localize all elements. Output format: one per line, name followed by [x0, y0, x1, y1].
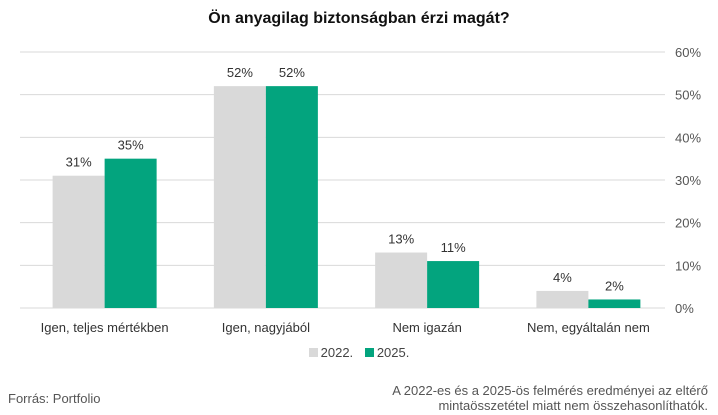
bar-2025-2 — [427, 261, 480, 308]
bar-2025-3 — [588, 299, 641, 308]
bar-2022-0 — [52, 175, 105, 308]
legend-item-2025: 2025. — [364, 345, 410, 360]
data-label: 11% — [441, 240, 466, 255]
bar-2025-1 — [265, 86, 318, 308]
legend-label: 2022. — [320, 345, 354, 360]
data-label: 2% — [605, 278, 624, 293]
comparability-note: A 2022-es és a 2025-ös felmérés eredmény… — [392, 383, 708, 413]
legend-swatch-2022 — [308, 348, 318, 357]
data-label: 31% — [66, 155, 92, 170]
y-tick-label: 50% — [675, 88, 701, 103]
bar-2022-3 — [536, 290, 589, 308]
y-tick-label: 30% — [675, 173, 701, 188]
legend: 2022. 2025. — [0, 345, 718, 360]
data-label: 52% — [227, 65, 253, 80]
bar-2025-0 — [104, 158, 157, 308]
data-label: 13% — [388, 232, 414, 247]
bar-2022-1 — [213, 86, 266, 308]
x-tick-label: Igen, teljes mértékben — [41, 320, 169, 335]
y-tick-label: 0% — [675, 301, 694, 316]
y-tick-label: 40% — [675, 130, 701, 145]
x-tick-label: Nem igazán — [392, 320, 461, 335]
chart-title: Ön anyagilag biztonságban érzi magát? — [208, 10, 510, 27]
x-tick-label: Nem, egyáltalán nem — [527, 320, 650, 335]
y-tick-label: 20% — [675, 216, 701, 231]
legend-label: 2025. — [376, 345, 410, 360]
data-label: 4% — [553, 270, 572, 285]
data-label: 52% — [279, 65, 305, 80]
source-note: Forrás: Portfolio — [8, 391, 101, 406]
y-tick-label: 60% — [675, 45, 701, 60]
data-label: 35% — [118, 138, 144, 153]
legend-swatch-2025 — [364, 348, 374, 357]
legend-item-2022: 2022. — [308, 345, 354, 360]
y-tick-label: 10% — [675, 258, 701, 273]
bar-2022-2 — [375, 252, 428, 308]
x-tick-label: Igen, nagyjából — [222, 320, 310, 335]
